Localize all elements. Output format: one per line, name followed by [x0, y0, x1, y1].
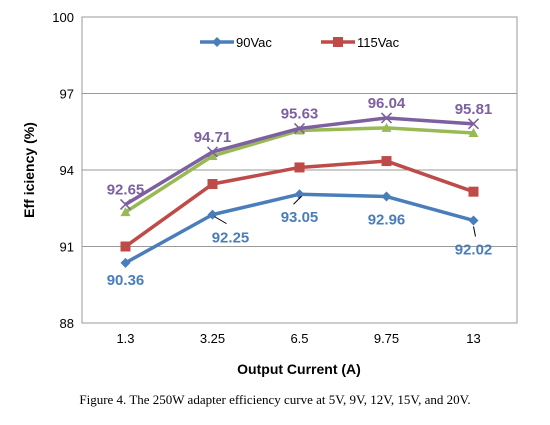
data-label: 96.04	[368, 95, 406, 112]
data-label: 92.25	[212, 230, 250, 247]
x-tick-label: 1.3	[116, 331, 134, 346]
data-point	[206, 146, 219, 158]
data-point	[120, 241, 131, 252]
data-point	[467, 118, 480, 130]
data-point	[468, 186, 479, 197]
data-point	[207, 179, 218, 190]
data-point	[120, 257, 131, 268]
data-point	[468, 128, 479, 138]
data-point	[381, 156, 392, 167]
data-label: 90.36	[107, 272, 145, 289]
legend-item-115vac: 115Vac	[321, 35, 400, 50]
legend-item-90vac: 90Vac	[200, 35, 272, 50]
series-lines	[119, 112, 480, 268]
data-point	[119, 198, 132, 210]
data-point	[293, 122, 306, 135]
data-label: 93.05	[281, 209, 319, 226]
data-point-stroke	[293, 122, 306, 135]
data-labels: 92.65 94.71 95.63 96.04 95.81 90.36 92.25 93.05…	[107, 95, 493, 289]
data-label: 92.65	[107, 181, 145, 198]
x-tick-label: 3.25	[200, 331, 225, 346]
data-point	[294, 162, 305, 173]
data-label: 92.02	[455, 241, 493, 258]
data-point-stroke	[206, 146, 219, 158]
data-point-stroke	[380, 112, 393, 124]
data-point-stroke	[467, 118, 480, 130]
figure-caption: Figure 4. The 250W adapter efficiency cu…	[79, 392, 471, 407]
data-label: 92.96	[368, 212, 406, 229]
legend: 90Vac 115Vac	[200, 35, 400, 50]
data-point	[380, 112, 393, 124]
series-115vac	[120, 156, 479, 252]
y-axis-title: Eff iciency (%)	[21, 122, 37, 218]
data-point	[333, 37, 343, 47]
data-label: 94.71	[194, 129, 232, 146]
series-90vac	[120, 189, 479, 268]
label-leader-line	[473, 226, 476, 237]
label-leader-line	[214, 216, 227, 225]
data-point	[207, 150, 218, 160]
data-label: 95.63	[281, 105, 319, 122]
y-tick-label: 91	[60, 240, 74, 255]
data-point	[212, 37, 222, 47]
label-leader-line	[293, 195, 302, 205]
data-point	[381, 191, 392, 202]
series-unnamed-3	[119, 112, 480, 210]
x-axis-title: Output Current (A)	[237, 361, 361, 377]
y-tick-label: 100	[52, 10, 74, 25]
data-label: 95.81	[455, 101, 493, 118]
legend-label: 90Vac	[236, 35, 272, 50]
x-tick-label: 6.5	[290, 331, 308, 346]
series-unnamed-2	[120, 122, 479, 217]
y-tick-label: 97	[60, 87, 74, 102]
x-tick-label: 9.75	[374, 331, 399, 346]
x-tick-labels: 1.3 3.25 6.5 9.75 13	[116, 331, 480, 346]
data-point	[468, 215, 479, 226]
data-point	[381, 122, 392, 132]
data-point	[294, 189, 305, 200]
x-tick-label: 13	[466, 331, 480, 346]
legend-label: 115Vac	[357, 35, 400, 50]
y-tick-label: 88	[60, 316, 74, 331]
y-tick-labels: 88 91 94 97 100	[52, 10, 74, 331]
data-point	[120, 207, 131, 217]
y-tick-label: 94	[60, 163, 74, 178]
data-point-stroke	[119, 198, 132, 210]
